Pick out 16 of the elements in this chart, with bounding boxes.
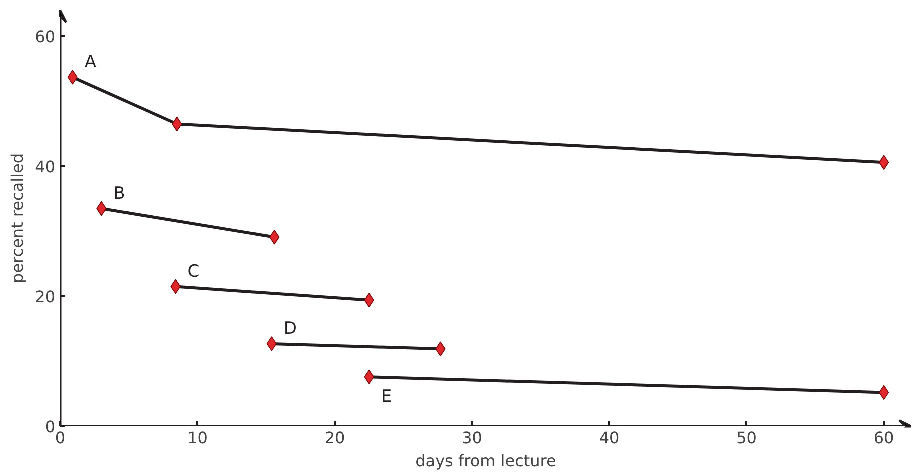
y-tick-label: 20 [35,288,56,306]
x-tick-label: 30 [462,428,482,448]
x-tick-label: 20 [324,428,346,448]
series-label: C [188,262,200,282]
series-label: A [84,52,97,72]
x-tick-label: 10 [188,428,208,448]
x-tick-label: 60 [874,428,894,448]
y-tick-label: 60 [35,28,56,46]
series-label: E [381,387,392,408]
y-tick-label: 40 [35,158,56,176]
x-axis-title: days from lecture [416,452,556,470]
series-label: D [284,318,297,339]
x-tick-label: 50 [736,428,757,448]
series-label: B [114,184,126,204]
x-tick-label: 40 [599,428,620,448]
y-axis-title: percent recalled [8,154,28,284]
